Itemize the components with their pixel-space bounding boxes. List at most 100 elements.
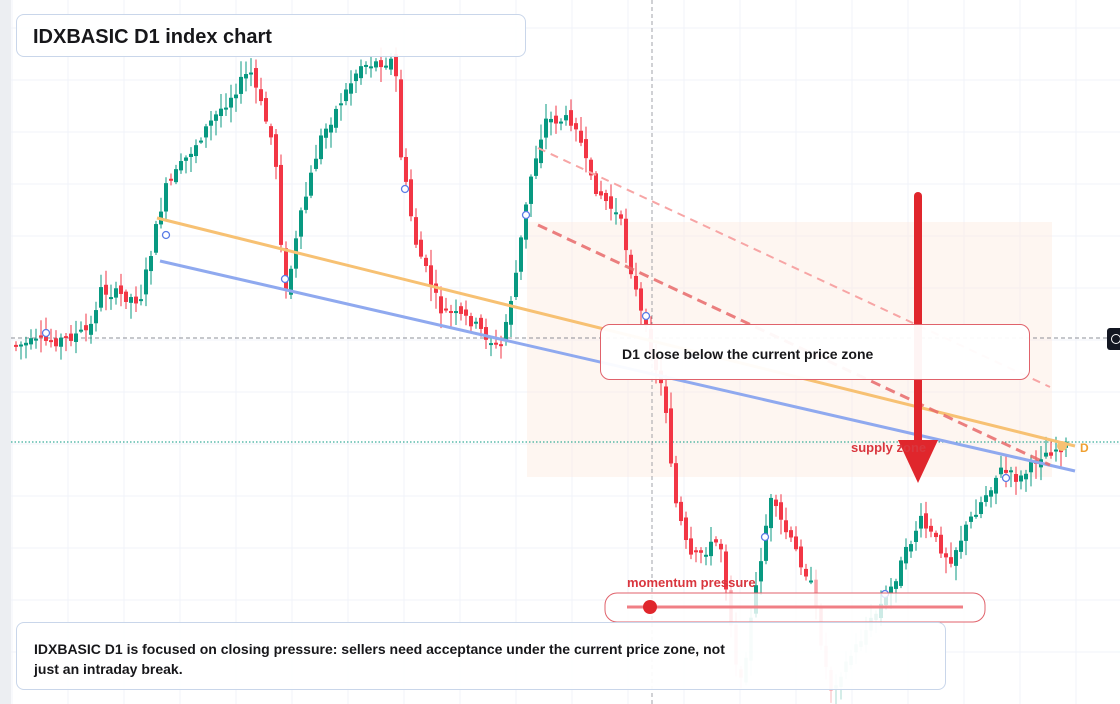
candle-body [899,560,903,586]
candle-body [154,224,158,253]
candle-body [894,581,898,589]
callout-card: D1 close below the current price zone [600,324,1030,380]
candle-body [179,161,183,171]
pivot-circle-icon [521,210,531,220]
candle-body [214,114,218,121]
candle-body [59,337,63,347]
candle-body [514,272,518,298]
candle-body [584,139,588,159]
candle-body [564,115,568,121]
candle-body [234,94,238,99]
left-edge-strip [0,0,11,704]
candle-body [544,118,548,138]
candle-body [229,97,233,108]
candle-body [509,300,513,325]
candle-body [174,169,178,183]
pivot-circle-icon [41,328,51,338]
candle-body [804,568,808,577]
candle-body [629,254,633,275]
candle-body [939,534,943,554]
pivot-circle-icon [760,532,770,542]
candle-body [1019,475,1023,482]
candle-body [184,157,188,161]
candle-body [209,120,213,126]
candle-body [1029,460,1033,473]
candle-body [64,336,68,339]
candle-body [1009,470,1013,473]
candle-body [254,68,258,88]
candle-body [424,257,428,266]
candle-body [469,316,473,327]
candle-body [119,285,123,294]
candle-body [994,477,998,494]
candle-body [609,196,613,209]
crosshair-plus-icon[interactable] [1107,328,1120,350]
candle-body [94,310,98,324]
candle-body [99,287,103,308]
candle-body [924,513,928,529]
candle-body [484,327,488,340]
candle-body [454,311,458,314]
candle-body [399,79,403,158]
candle-body [499,344,503,347]
candle-body [679,501,683,522]
candle-body [409,179,413,217]
candle-body [589,159,593,176]
candle-body [394,54,398,77]
candle-body [929,525,933,532]
candle-body [304,196,308,210]
candle-body [969,516,973,522]
candle-body [494,342,498,345]
candle-body [299,210,303,237]
candle-body [14,344,18,347]
candle-body [1004,469,1008,473]
candle-body [54,338,58,347]
candle-body [149,256,153,272]
candle-body [539,139,543,164]
candle-body [784,520,788,533]
candle-body [599,191,603,196]
candle-body [219,108,223,117]
candle-body [1044,452,1048,457]
candle-body [49,340,53,343]
candle-body [374,61,378,68]
candle-body [524,204,528,240]
candle-body [684,517,688,541]
candle-body [559,121,563,124]
candle-body [674,463,678,504]
note-card: IDXBASIC D1 is focused on closing pressu… [16,622,946,690]
candle-body [479,317,483,329]
pivot-circle-icon [1001,473,1011,483]
candle-body [554,115,558,124]
candle-body [549,118,553,123]
candle-body [129,297,133,303]
candle-body [689,538,693,555]
candle-body [79,329,83,332]
candle-body [694,550,698,553]
candle-body [534,158,538,176]
candle-body [1054,449,1058,452]
dashed-channel-lower [537,223,1051,467]
candle-body [449,311,453,314]
candle-body [429,265,433,287]
pivot-circle-icon [161,230,171,240]
candle-body [189,153,193,157]
candle-body [809,580,813,583]
candle-body [759,561,763,582]
candle-body [29,338,33,345]
candle-body [959,540,963,552]
candle-body [619,214,623,219]
candle-body [354,73,358,82]
candle-body [604,192,608,202]
candle-body [379,60,383,68]
candle-body [614,212,618,215]
candle-body [224,107,228,110]
candle-body [519,237,523,272]
candle-body [359,66,363,79]
candle-body [574,123,578,130]
candle-body [464,309,468,316]
candle-body [529,176,533,204]
candle-body [664,386,668,413]
candle-body [944,553,948,558]
candle-body [644,315,648,326]
